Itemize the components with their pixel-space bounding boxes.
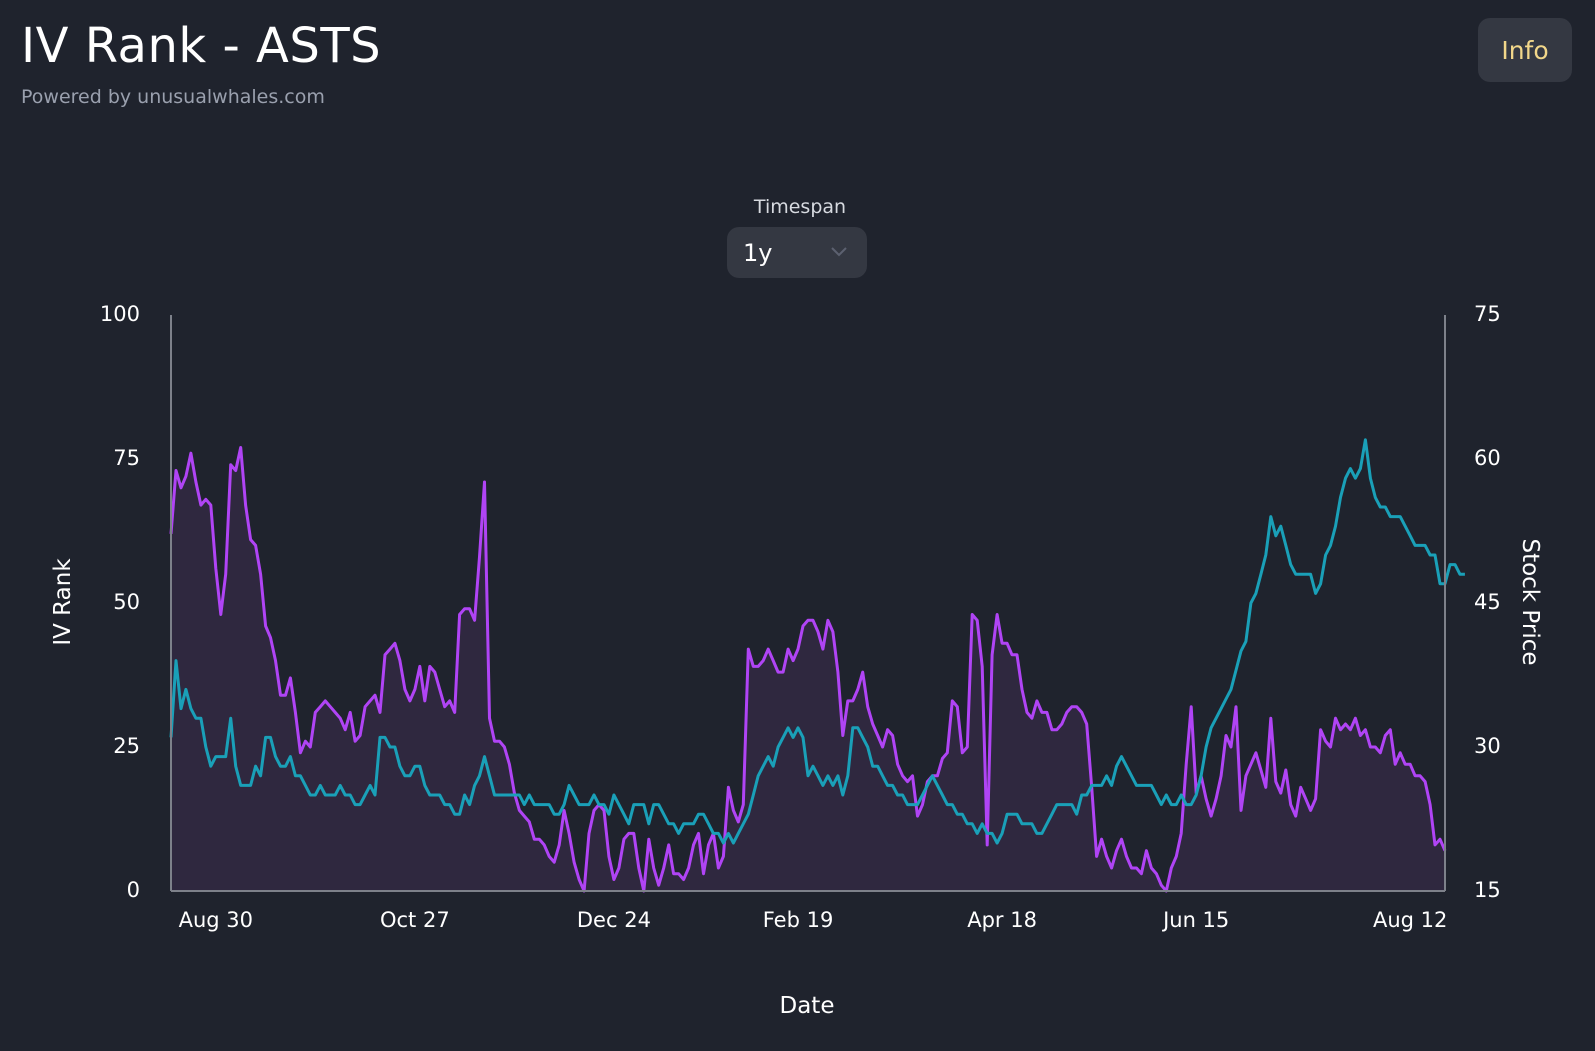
chevron-down-icon bbox=[831, 247, 847, 257]
x-tick: Dec 24 bbox=[577, 908, 651, 932]
y-tick-left: 0 bbox=[127, 878, 140, 902]
x-tick: Apr 18 bbox=[967, 908, 1037, 932]
y-tick-right: 30 bbox=[1474, 734, 1501, 758]
iv-rank-area bbox=[171, 447, 1445, 891]
page-title: IV Rank - ASTS bbox=[21, 18, 382, 74]
y-tick-right: 60 bbox=[1474, 446, 1501, 470]
y-tick-left: 75 bbox=[113, 446, 140, 470]
x-tick: Aug 30 bbox=[179, 908, 253, 932]
iv-rank-line bbox=[169, 446, 1447, 893]
x-tick: Aug 12 bbox=[1373, 908, 1447, 932]
x-tick: Jun 15 bbox=[1161, 908, 1229, 932]
x-axis-label: Date bbox=[780, 993, 835, 1019]
info-button[interactable]: Info bbox=[1478, 18, 1572, 82]
timespan-label: Timespan bbox=[753, 196, 847, 218]
y-tick-right: 45 bbox=[1474, 590, 1501, 614]
y-tick-left: 50 bbox=[113, 590, 140, 614]
stock-price-line bbox=[169, 438, 1465, 845]
x-tick: Feb 19 bbox=[763, 908, 834, 932]
x-tick: Oct 27 bbox=[380, 908, 450, 932]
powered-by-subtitle: Powered by unusualwhales.com bbox=[21, 86, 325, 108]
y-tick-left: 25 bbox=[113, 734, 140, 758]
y-tick-right: 15 bbox=[1474, 878, 1501, 902]
y-axis-left-label: IV Rank bbox=[50, 558, 76, 646]
timespan-select[interactable]: 1y bbox=[727, 227, 867, 278]
y-tick-left: 100 bbox=[100, 302, 140, 326]
y-axis-right-label: Stock Price bbox=[1517, 538, 1543, 665]
y-tick-right: 75 bbox=[1474, 302, 1501, 326]
timespan-selected-value: 1y bbox=[743, 239, 773, 267]
